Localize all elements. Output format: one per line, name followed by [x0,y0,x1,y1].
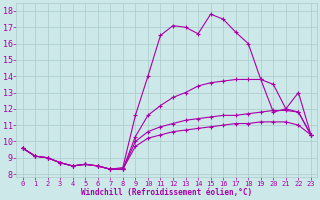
X-axis label: Windchill (Refroidissement éolien,°C): Windchill (Refroidissement éolien,°C) [81,188,252,197]
